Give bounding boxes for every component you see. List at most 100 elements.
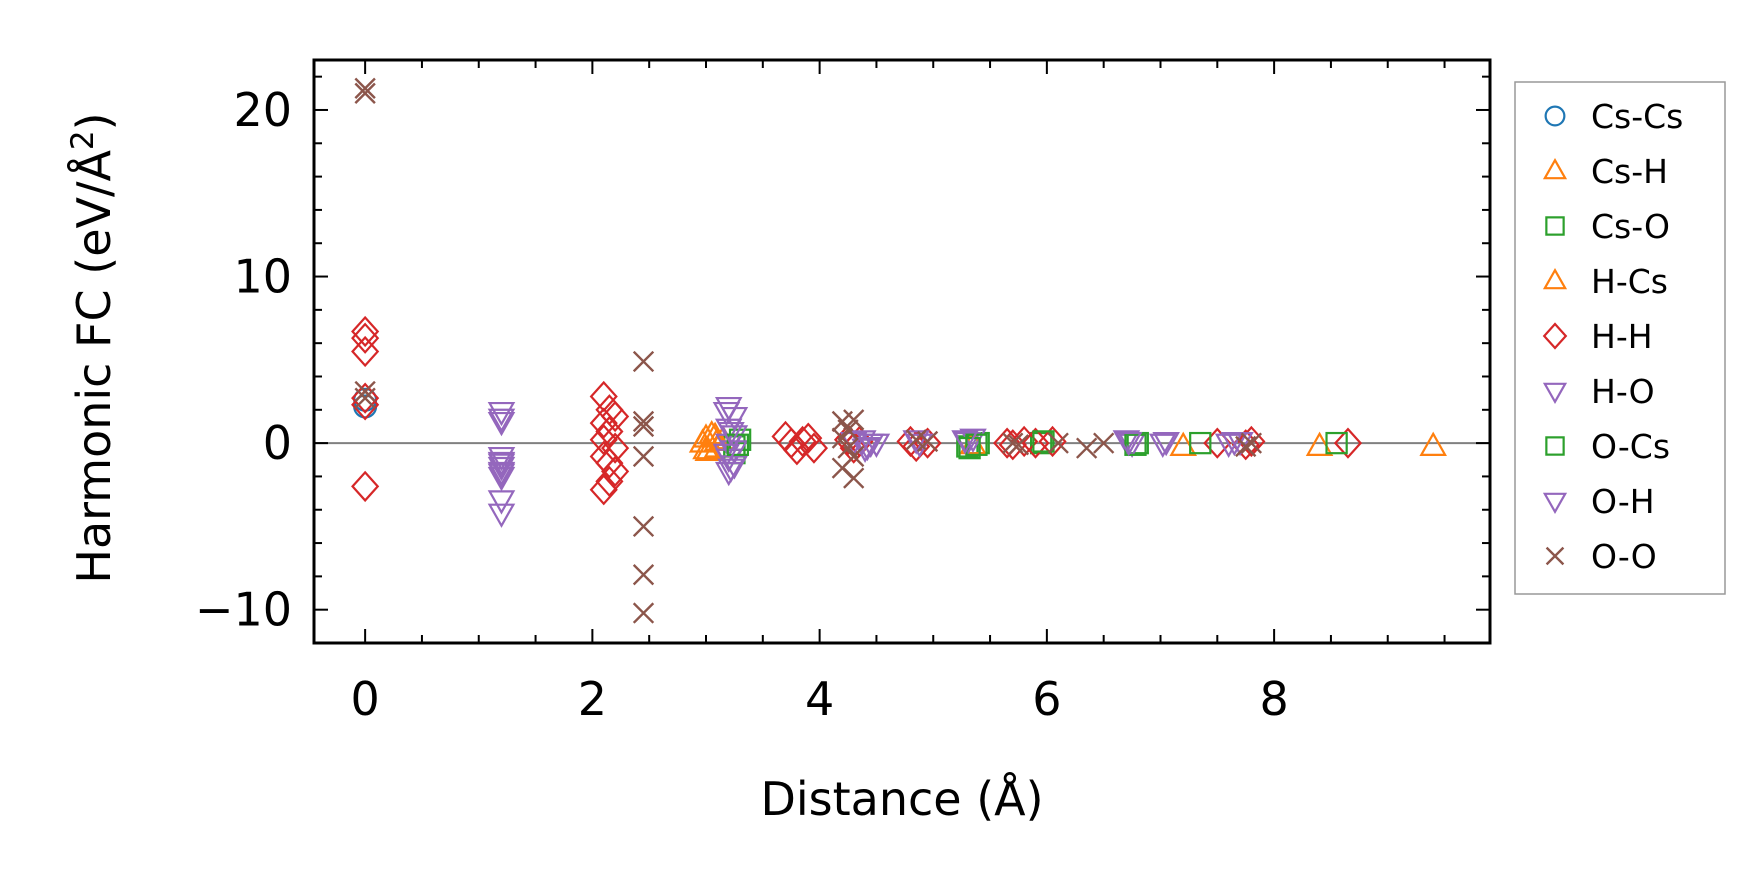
- point-o-h-3: [712, 401, 741, 427]
- point-o-cs-2: [965, 433, 988, 456]
- legend-entry-h-cs: H-Cs: [1542, 262, 1668, 301]
- point-h-h-16: [595, 465, 624, 498]
- point-o-cs-6: [1325, 431, 1348, 455]
- point-cs-o-5: [1030, 431, 1053, 455]
- legend-entry-o-cs: O-Cs: [1545, 427, 1670, 466]
- point-h-h-23: [788, 425, 817, 458]
- point-o-h-11: [951, 430, 979, 455]
- series-o-cs: [726, 430, 1348, 460]
- x-tick-label-8: 8: [1259, 672, 1288, 726]
- legend-entry-h-h: H-H: [1542, 317, 1653, 356]
- legend-label-o-cs: O-Cs: [1591, 427, 1670, 466]
- point-o-cs-1: [958, 436, 981, 460]
- point-h-o-7: [487, 490, 516, 515]
- point-o-o-3: [354, 387, 376, 409]
- legend-label-h-h: H-H: [1591, 317, 1653, 356]
- x-tick-label-4: 4: [805, 672, 834, 726]
- point-o-o-6: [632, 415, 655, 438]
- legend-marker-h-cs: [1542, 267, 1568, 290]
- legend-marker-h-o: [1542, 382, 1568, 405]
- point-o-o-5: [632, 410, 655, 433]
- legend: Cs-Cs Cs-H Cs-O H-Cs H-H H-O O-Cs O-H O-O: [1514, 81, 1726, 595]
- legend-label-h-o: H-O: [1591, 372, 1655, 411]
- point-h-h-15: [601, 455, 630, 488]
- point-o-o-0: [354, 77, 376, 99]
- point-o-o-22: [1007, 434, 1030, 456]
- point-h-h-28: [902, 430, 931, 463]
- point-h-h-22: [799, 432, 829, 464]
- y-axis-label-main: Harmonic FC (eV/Å: [67, 150, 121, 584]
- y-tick-label--10: −10: [195, 583, 292, 637]
- point-h-o-24: [1112, 430, 1141, 455]
- point-o-cs-4: [1124, 433, 1147, 456]
- x-tick-label-2: 2: [578, 672, 607, 726]
- point-o-o-25: [1093, 432, 1115, 454]
- point-h-h-21: [794, 422, 823, 454]
- point-o-o-9: [632, 564, 655, 586]
- point-h-h-17: [589, 474, 618, 506]
- series-o-h: [487, 401, 1249, 488]
- legend-entry-h-o: H-O: [1542, 372, 1655, 411]
- legend-marker-cs-h: [1542, 157, 1568, 180]
- point-o-cs-3: [1032, 430, 1055, 453]
- legend-entry-cs-o: Cs-O: [1545, 207, 1670, 246]
- point-h-o-26: [1152, 431, 1180, 457]
- point-h-h-25: [839, 432, 868, 464]
- legend-label-cs-h: Cs-H: [1591, 152, 1668, 191]
- legend-label-cs-cs: Cs-Cs: [1591, 97, 1683, 136]
- point-o-h-13: [1148, 433, 1177, 458]
- point-o-h-12: [1114, 431, 1143, 457]
- point-h-h-38: [1333, 427, 1363, 459]
- point-o-h-4: [717, 421, 745, 447]
- x-tick-label-6: 6: [1032, 672, 1061, 726]
- point-h-h-1: [351, 322, 380, 354]
- legend-marker-o-o: [1545, 546, 1565, 566]
- legend-entry-cs-cs: Cs-Cs: [1544, 97, 1683, 136]
- point-o-h-5: [712, 443, 741, 468]
- y-tick-label-10: 10: [233, 250, 292, 304]
- point-h-o-22: [953, 431, 982, 457]
- point-h-h-34: [1038, 425, 1067, 458]
- point-h-h-14: [595, 447, 624, 479]
- legend-label-cs-o: Cs-O: [1591, 207, 1670, 246]
- x-tick-label-0: 0: [350, 672, 379, 726]
- legend-label-o-h: O-H: [1591, 482, 1655, 521]
- legend-marker-o-h: [1542, 492, 1568, 515]
- point-h-cs-1: [694, 436, 723, 461]
- series-o-o: [354, 77, 1263, 624]
- point-h-h-12: [601, 432, 630, 464]
- point-o-o-4: [632, 350, 655, 373]
- legend-entry-o-h: O-H: [1542, 482, 1655, 521]
- point-h-h-3: [351, 382, 380, 414]
- point-o-o-20: [916, 430, 939, 453]
- point-o-h-6: [717, 458, 745, 483]
- legend-entry-cs-h: Cs-H: [1542, 152, 1668, 191]
- legend-label-h-cs: H-Cs: [1591, 262, 1668, 301]
- y-tick-label-20: 20: [233, 83, 292, 137]
- point-h-o-21: [902, 430, 930, 455]
- legend-marker-h-h: [1542, 322, 1568, 350]
- point-o-h-14: [1220, 431, 1249, 457]
- point-o-o-1: [354, 82, 376, 104]
- legend-label-o-o: O-O: [1591, 537, 1657, 576]
- axes-frame: [312, 58, 1492, 645]
- point-o-o-18: [843, 467, 865, 489]
- point-h-h-9: [589, 407, 618, 439]
- point-o-o-24: [1075, 437, 1098, 459]
- point-o-o-14: [831, 427, 853, 449]
- point-h-o-16: [720, 455, 749, 480]
- point-h-h-31: [998, 429, 1027, 461]
- point-o-h-0: [487, 408, 516, 433]
- legend-marker-o-cs: [1545, 436, 1565, 456]
- point-o-o-21: [1002, 432, 1024, 454]
- point-h-h-5: [351, 470, 380, 503]
- point-o-o-2: [354, 380, 376, 403]
- point-h-cs-6: [1419, 431, 1447, 456]
- point-o-h-2: [487, 463, 516, 488]
- point-o-o-8: [632, 515, 655, 538]
- point-h-o-8: [487, 503, 516, 528]
- legend-marker-cs-o: [1545, 216, 1565, 236]
- point-o-o-23: [1047, 432, 1069, 454]
